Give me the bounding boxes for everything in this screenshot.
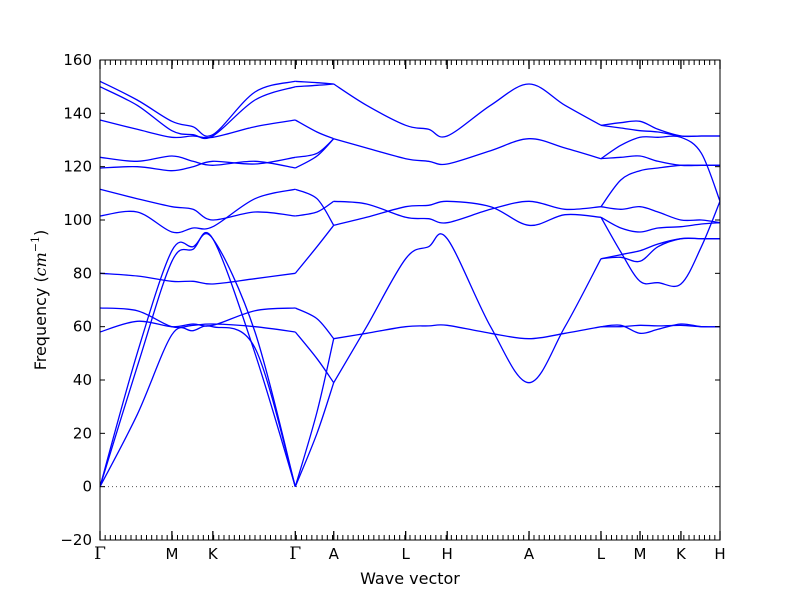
band-line-7 [99, 188, 296, 234]
y-tick-label: 0 [82, 478, 92, 496]
band-line-3 [99, 232, 296, 487]
y-tick-label: 120 [63, 158, 92, 176]
band-line-9 [99, 156, 296, 172]
series-group [99, 80, 721, 487]
band-line-23 [294, 119, 334, 140]
band-line-31 [333, 83, 602, 138]
y-tick-label: 20 [73, 424, 92, 442]
band-line-20 [295, 188, 335, 226]
x-tick-label: A [524, 545, 535, 563]
y-tick-label: 80 [73, 264, 92, 282]
x-tick-label: Γ [94, 544, 106, 564]
x-tick-label: H [442, 545, 453, 563]
band-line-29 [333, 200, 602, 224]
band-line-41 [600, 135, 721, 202]
band-line-24 [295, 83, 334, 88]
x-tick-label: A [329, 545, 340, 563]
band-line-22 [295, 138, 335, 158]
y-tick-label: −20 [60, 531, 92, 549]
band-line-28 [333, 200, 602, 226]
x-tick-label: M [634, 545, 647, 563]
band-line-15 [294, 331, 335, 384]
band-line-30 [333, 138, 602, 166]
band-line-38 [600, 201, 721, 288]
band-line-39 [600, 164, 720, 208]
band-line-5 [99, 307, 296, 333]
band-line-14 [294, 382, 335, 487]
y-axis-label-prefix: Frequency ( [31, 276, 50, 370]
band-line-36 [600, 216, 721, 233]
band-line-27 [333, 324, 602, 340]
y-tick-label: 60 [73, 318, 92, 336]
band-line-16 [294, 338, 335, 487]
band-line-26 [333, 233, 602, 384]
band-line-11 [99, 119, 296, 139]
x-tick-label: K [208, 545, 219, 563]
band-line-4 [99, 307, 296, 333]
y-axis-label-suffix: ) [31, 230, 50, 236]
y-axis-label: Frequency (cm−1) [29, 230, 50, 371]
x-tick-label: M [165, 545, 178, 563]
band-line-25 [295, 80, 334, 85]
y-tick-label: 40 [73, 371, 92, 389]
band-line-18 [294, 224, 335, 274]
band-line-43 [600, 120, 720, 138]
band-line-2 [99, 231, 296, 487]
band-line-12 [99, 86, 296, 140]
band-line-6 [99, 272, 296, 285]
x-axis-label: Wave vector [360, 569, 460, 588]
x-tick-label: L [401, 545, 410, 563]
plot-frame [99, 59, 721, 541]
y-axis-label-exponent: −1 [29, 236, 42, 252]
band-line-21 [294, 138, 335, 169]
band-line-17 [295, 307, 335, 340]
band-line-1 [99, 325, 296, 487]
band-line-40 [600, 155, 720, 167]
band-line-8 [99, 188, 296, 221]
x-tick-label: L [597, 545, 606, 563]
band-line-10 [99, 155, 296, 169]
y-axis-label-unit: cm [31, 252, 50, 276]
band-line-19 [295, 200, 335, 217]
band-line-13 [99, 80, 296, 137]
band-line-33 [600, 237, 720, 263]
y-tick-label: 100 [63, 211, 92, 229]
x-tick-label: Γ [289, 544, 301, 564]
band-line-37 [600, 206, 721, 224]
x-tick-label: K [676, 545, 687, 563]
x-tick-label: H [714, 545, 725, 563]
tick-group: −20 0 20 40 60 80 100 120 140 160 Γ M K Γ A L H A L M K H [60, 51, 725, 564]
y-tick-label: 140 [63, 104, 92, 122]
band-line-35 [600, 324, 721, 328]
y-tick-label: 160 [63, 51, 92, 69]
